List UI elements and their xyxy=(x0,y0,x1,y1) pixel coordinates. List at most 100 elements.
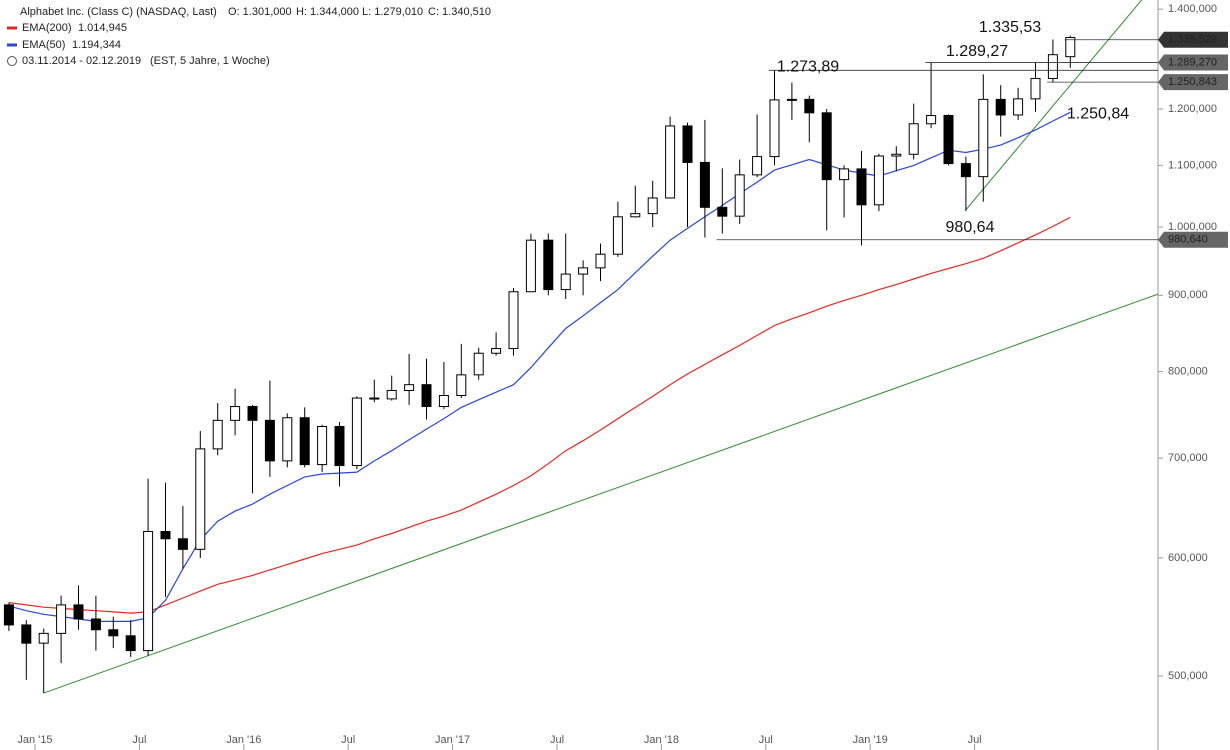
ohlc-high: H: 1.344,000 xyxy=(296,6,359,18)
level-label: 1.273,89 xyxy=(777,59,839,76)
ohlc-open: O: 1.301,000 xyxy=(228,6,292,18)
level-label: 1.250,84 xyxy=(1067,105,1129,122)
candle-body xyxy=(491,348,502,354)
candle-body xyxy=(926,115,937,125)
candle-body xyxy=(108,629,119,637)
candle-body xyxy=(630,213,641,218)
candle-body xyxy=(73,604,84,620)
ohlc-close: C: 1.340,510 xyxy=(428,6,491,18)
x-tick-label: Jan '16 xyxy=(226,734,261,746)
candle-body xyxy=(421,384,432,408)
candle-body xyxy=(317,425,328,466)
candle-body xyxy=(212,419,223,450)
price-tag-label: 1.335,529 xyxy=(1168,34,1217,46)
x-tick-label: Jul xyxy=(132,734,146,746)
candle-body xyxy=(595,253,606,269)
candle-body xyxy=(908,123,919,155)
candle-body xyxy=(699,161,710,208)
x-tick-label: Jan '19 xyxy=(853,734,888,746)
candle-body xyxy=(299,417,310,466)
candle-body xyxy=(752,156,763,176)
candle-body xyxy=(873,155,884,206)
chart-title: Alphabet Inc. (Class C) (NASDAQ, Last) xyxy=(20,6,217,18)
candle-body xyxy=(334,425,345,467)
candle-body xyxy=(38,632,49,644)
level-label: 980,64 xyxy=(946,219,995,236)
candle-body xyxy=(473,352,484,376)
candle-body xyxy=(230,406,241,421)
candle-body xyxy=(1047,54,1058,79)
price-tag-label: 1.289,270 xyxy=(1168,56,1217,68)
y-tick-label: 1.000,000 xyxy=(1168,221,1217,233)
candle-body xyxy=(1065,37,1076,58)
ema-line xyxy=(8,216,1071,614)
x-tick-label: Jul xyxy=(550,734,564,746)
candle-body xyxy=(665,125,676,199)
candle-body xyxy=(160,530,171,540)
legend-value: 1.194,344 xyxy=(72,39,121,51)
candle-body xyxy=(943,115,954,165)
price-tag xyxy=(1158,231,1228,248)
x-tick-label: Jan '18 xyxy=(644,734,679,746)
candle-body xyxy=(247,406,258,421)
candle-body xyxy=(891,153,902,157)
candle-body xyxy=(56,604,67,634)
candle-body xyxy=(3,604,14,626)
candle-body xyxy=(195,448,206,550)
price-tag xyxy=(1158,54,1228,71)
candle-body xyxy=(1030,77,1041,100)
y-tick-label: 900,000 xyxy=(1168,289,1208,301)
price-tag xyxy=(1158,31,1228,48)
candle-body xyxy=(125,635,136,652)
candle-body xyxy=(960,163,971,178)
ema-line xyxy=(8,111,1071,623)
candle-body xyxy=(282,417,293,462)
candle-body xyxy=(821,112,832,181)
candle-body xyxy=(351,397,362,467)
ohlc-low: L: 1.279,010 xyxy=(362,6,423,18)
period-note: (EST, 5 Jahre, 1 Woche) xyxy=(150,55,270,67)
price-tag xyxy=(1158,74,1228,91)
period: 03.11.2014 - 02.12.2019 xyxy=(22,55,141,67)
trendline xyxy=(43,293,1159,694)
header: Alphabet Inc. (Class C) (NASDAQ, Last) O… xyxy=(7,6,491,67)
legend-name: EMA(50) xyxy=(22,39,65,51)
candle-body xyxy=(995,98,1006,116)
candle-body xyxy=(143,530,154,652)
candle-body xyxy=(438,395,449,408)
y-tick-label: 600,000 xyxy=(1168,552,1208,564)
y-tick-label: 500,000 xyxy=(1168,670,1208,682)
candle-body xyxy=(525,239,536,293)
y-tick-label: 1.200,000 xyxy=(1168,103,1217,115)
candle-body xyxy=(978,98,989,178)
clock-icon xyxy=(7,56,17,66)
candle-body xyxy=(386,389,397,400)
candle-body xyxy=(404,384,415,391)
candle-body xyxy=(369,397,380,400)
candle-body xyxy=(177,538,188,550)
candle-body xyxy=(578,267,589,275)
candle-body xyxy=(682,125,693,163)
y-tick-label: 800,000 xyxy=(1168,366,1208,378)
x-tick-label: Jul xyxy=(968,734,982,746)
candle-body xyxy=(456,374,467,397)
candle-body xyxy=(264,419,275,462)
candle-body xyxy=(90,618,101,631)
candle-body xyxy=(1013,98,1024,116)
candle-body xyxy=(734,174,745,217)
x-tick-label: Jan '17 xyxy=(435,734,470,746)
candle-body xyxy=(786,98,797,101)
y-tick-label: 700,000 xyxy=(1168,452,1208,464)
x-tick-label: Jan '15 xyxy=(17,734,52,746)
x-tick-label: Jul xyxy=(759,734,773,746)
candle-body xyxy=(560,273,571,291)
price-tag-label: 980,640 xyxy=(1168,234,1208,246)
legend-value: 1.014,945 xyxy=(78,22,127,34)
y-tick-label: 1.100,000 xyxy=(1168,159,1217,171)
candle-body xyxy=(508,291,519,350)
legend-name: EMA(200) xyxy=(22,22,72,34)
candle-body xyxy=(769,99,780,158)
candle-body xyxy=(612,216,623,255)
candle-body xyxy=(647,197,658,215)
